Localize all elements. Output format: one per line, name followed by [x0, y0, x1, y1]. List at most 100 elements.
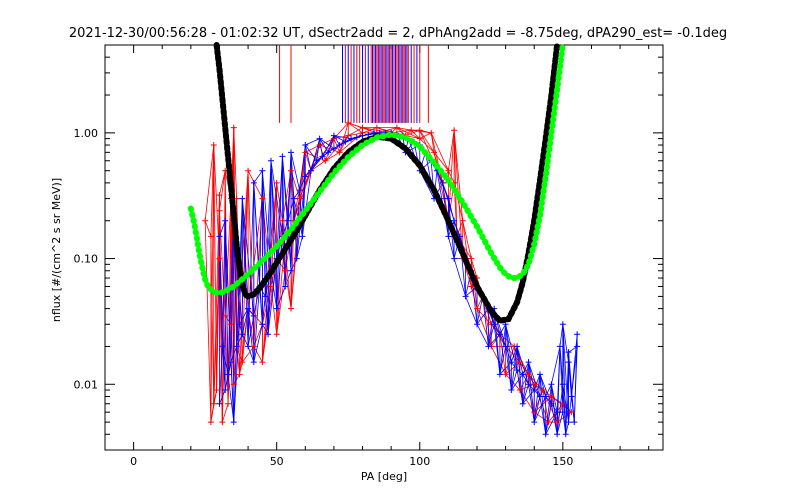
blue-cross — [336, 142, 343, 149]
blue-cross — [239, 195, 246, 202]
blue-connector — [539, 374, 547, 397]
blue-connector — [533, 389, 541, 397]
blue-connector — [302, 170, 312, 237]
green-curve — [187, 42, 566, 297]
blue-connector — [522, 361, 529, 375]
blue-connector — [533, 396, 541, 423]
red-connector — [476, 308, 492, 347]
blue-cross — [216, 233, 223, 240]
red-connector — [339, 135, 349, 153]
red-connector — [204, 220, 212, 237]
blue-connector — [476, 296, 484, 325]
blue-cross — [239, 331, 246, 338]
blue-cross — [219, 343, 226, 350]
blue-cross — [265, 331, 272, 338]
red-connector — [247, 198, 263, 309]
red-cross — [282, 267, 289, 274]
blue-cross — [308, 167, 315, 174]
blue-cross — [233, 343, 240, 350]
red-connector — [276, 270, 286, 335]
blue-cross — [542, 393, 549, 400]
blue-connector — [559, 324, 564, 347]
blue-cross — [262, 293, 269, 300]
blue-cross — [348, 135, 355, 142]
blue-cross — [227, 359, 234, 366]
blue-cross — [273, 305, 280, 312]
blue-connector — [333, 135, 346, 143]
blue-connector — [571, 396, 575, 423]
blue-series-lines — [219, 132, 578, 435]
blue-connector — [465, 296, 478, 325]
blue-cross — [330, 145, 337, 152]
blue-connector — [511, 374, 524, 391]
blue-cross — [531, 387, 538, 394]
blue-connector — [276, 236, 283, 309]
blue-cross — [267, 157, 274, 164]
red-connector — [348, 127, 363, 137]
blue-cross — [562, 431, 569, 438]
blue-connector — [267, 160, 272, 335]
blue-cross — [293, 255, 300, 262]
red-cross — [516, 387, 523, 394]
blue-connector — [545, 396, 552, 404]
red-connector — [405, 129, 412, 136]
red-cross — [516, 359, 523, 366]
red-connector — [204, 145, 215, 221]
blue-cross — [316, 135, 323, 142]
blue-connector — [562, 324, 569, 363]
red-connector — [556, 403, 564, 423]
red-connector — [293, 152, 306, 221]
red-connector — [533, 384, 549, 423]
red-connector — [216, 210, 220, 391]
red-connector — [419, 138, 435, 153]
blue-connector — [304, 144, 318, 161]
red-connector — [470, 258, 478, 279]
red-connector — [319, 144, 326, 161]
y-tick-label: 0.10 — [74, 253, 99, 266]
blue-connector — [522, 362, 529, 404]
blue-connector — [284, 270, 292, 287]
blue-cross — [365, 131, 372, 138]
blue-cross — [359, 132, 366, 139]
red-connector — [528, 374, 544, 391]
blue-cross — [574, 331, 581, 338]
blue-cross — [542, 431, 549, 438]
red-connector — [339, 132, 363, 153]
blue-cross — [225, 371, 232, 378]
blue-cross — [325, 149, 332, 156]
blue-cross — [565, 419, 572, 426]
red-cross — [288, 305, 294, 312]
red-cross — [216, 192, 223, 199]
blue-cross — [439, 179, 446, 186]
blue-connector — [224, 220, 229, 375]
blue-cross — [445, 195, 452, 202]
red-connector — [253, 346, 263, 363]
red-connector — [499, 334, 507, 375]
red-cross — [554, 419, 561, 426]
red-cross — [431, 149, 438, 156]
blue-connector — [264, 296, 269, 335]
blue-cross — [259, 167, 266, 174]
blue-connector — [533, 396, 547, 423]
red-cross — [451, 127, 458, 134]
blue-connector — [253, 324, 263, 363]
red-cross — [539, 387, 546, 394]
red-cross — [250, 343, 257, 350]
red-cross — [207, 233, 214, 240]
y-tick-label: 0.01 — [74, 378, 99, 391]
blue-cross — [245, 343, 252, 350]
blue-connector — [499, 334, 506, 347]
red-cross — [227, 321, 234, 328]
blue-connector — [571, 334, 578, 397]
blue-cross — [299, 233, 306, 240]
red-cross — [416, 127, 423, 134]
blue-connector — [261, 296, 266, 325]
blue-connector — [230, 362, 235, 423]
blue-cross — [491, 321, 498, 328]
blue-cross — [451, 217, 458, 224]
blue-connector — [276, 286, 286, 309]
blue-connector — [510, 346, 518, 363]
blue-cross — [519, 400, 526, 407]
blue-cross — [514, 366, 521, 373]
